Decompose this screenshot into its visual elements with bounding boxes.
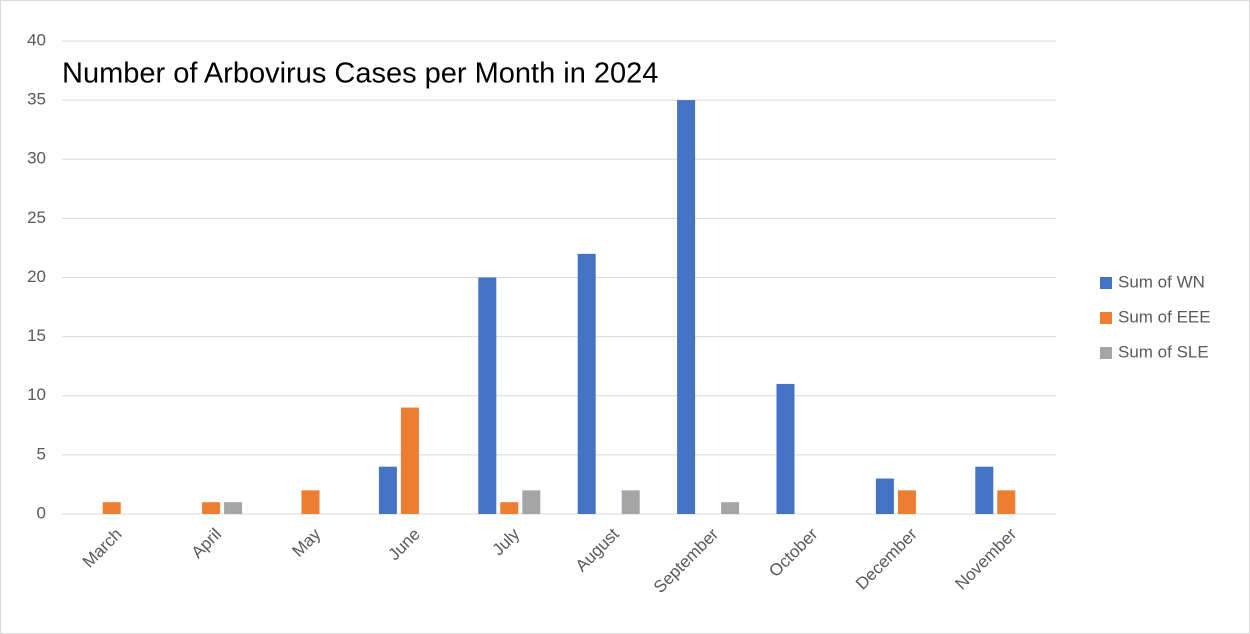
y-tick-label: 30 <box>27 149 46 168</box>
bar <box>400 407 419 514</box>
legend-label: Sum of EEE <box>1118 307 1211 326</box>
bar <box>997 490 1016 514</box>
bar <box>378 466 397 514</box>
bar <box>522 490 541 514</box>
y-tick-label: 20 <box>27 267 46 286</box>
bar <box>621 490 640 514</box>
bar <box>224 502 243 514</box>
y-tick-label: 10 <box>27 385 46 404</box>
bar <box>102 502 121 514</box>
legend-label: Sum of SLE <box>1118 342 1209 361</box>
chart-title: Number of Arbovirus Cases per Month in 2… <box>62 58 658 90</box>
legend-swatch <box>1100 312 1112 324</box>
bar <box>975 466 994 514</box>
y-tick-label: 35 <box>27 90 46 109</box>
y-tick-label: 15 <box>27 326 46 345</box>
y-tick-label: 40 <box>27 30 46 49</box>
bar <box>301 490 320 514</box>
bar <box>677 100 696 514</box>
legend-label: Sum of WN <box>1118 272 1205 291</box>
bar <box>478 277 497 514</box>
bar <box>202 502 221 514</box>
legend-swatch <box>1100 347 1112 359</box>
y-tick-label: 5 <box>37 444 46 463</box>
bar <box>721 502 740 514</box>
y-tick-label: 0 <box>37 503 46 522</box>
y-tick-label: 25 <box>27 208 46 227</box>
legend-swatch <box>1100 277 1112 289</box>
bar <box>897 490 916 514</box>
bar <box>776 383 795 514</box>
bar <box>500 502 519 514</box>
bar <box>875 478 894 514</box>
bar <box>577 253 596 514</box>
